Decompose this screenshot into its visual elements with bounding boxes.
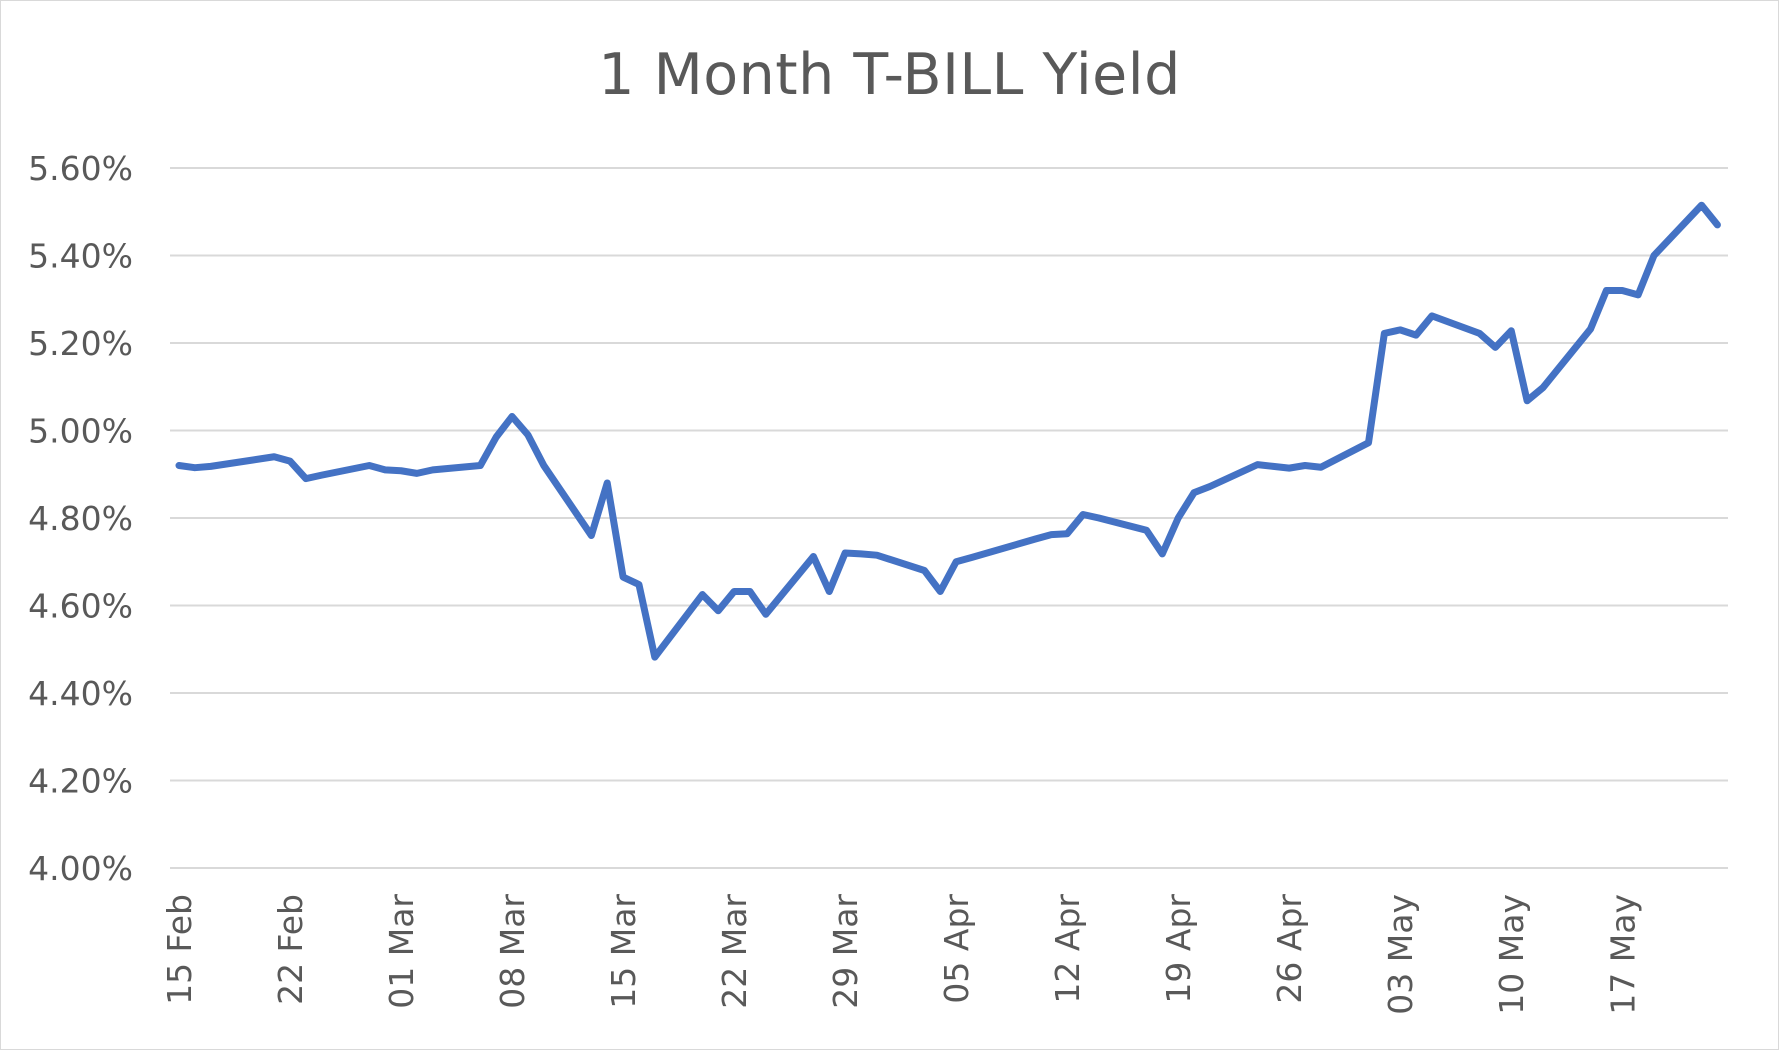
y-axis-tick-labels: 4.00% 4.20% 4.40% 4.60% 4.80% 5.00% 5.20% 5.40%…: [28, 149, 133, 888]
x-tick-label: 26 Apr: [1270, 894, 1309, 1004]
y-tick-label: 4.40%: [28, 674, 133, 713]
series-layer: [175, 201, 1721, 661]
x-tick-label: 15 Mar: [604, 894, 643, 1009]
x-axis-tick-labels: 15 Feb 22 Feb 01 Mar 08 Mar 15 Mar 22 Mar 29 M…: [160, 894, 1642, 1015]
x-tick-label: 12 Apr: [1048, 894, 1087, 1004]
x-tick-label: 22 Mar: [715, 894, 754, 1009]
y-tick-label: 5.00%: [28, 412, 133, 451]
x-tick-label: 19 Apr: [1159, 894, 1198, 1004]
y-tick-label: 4.00%: [28, 849, 133, 888]
y-tick-label: 5.20%: [28, 324, 133, 363]
chart-title: 1 Month T-BILL Yield: [598, 42, 1181, 108]
y-tick-label: 4.60%: [28, 587, 133, 626]
x-tick-label: 15 Feb: [160, 894, 199, 1005]
x-tick-label: 22 Feb: [271, 894, 310, 1005]
y-tick-label: 4.80%: [28, 499, 133, 538]
y-tick-label: 5.60%: [28, 149, 133, 188]
gridlines: [170, 167, 1728, 869]
y-tick-label: 4.20%: [28, 762, 133, 801]
x-tick-label: 17 May: [1603, 894, 1642, 1015]
x-tick-label: 08 Mar: [493, 894, 532, 1009]
x-tick-label: 03 May: [1381, 894, 1420, 1015]
x-tick-label: 01 Mar: [382, 894, 421, 1009]
series-line: [175, 201, 1721, 661]
x-tick-label: 10 May: [1492, 894, 1531, 1015]
y-tick-label: 5.40%: [28, 237, 133, 276]
x-tick-label: 29 Mar: [826, 894, 865, 1009]
x-tick-label: 05 Apr: [937, 894, 976, 1004]
